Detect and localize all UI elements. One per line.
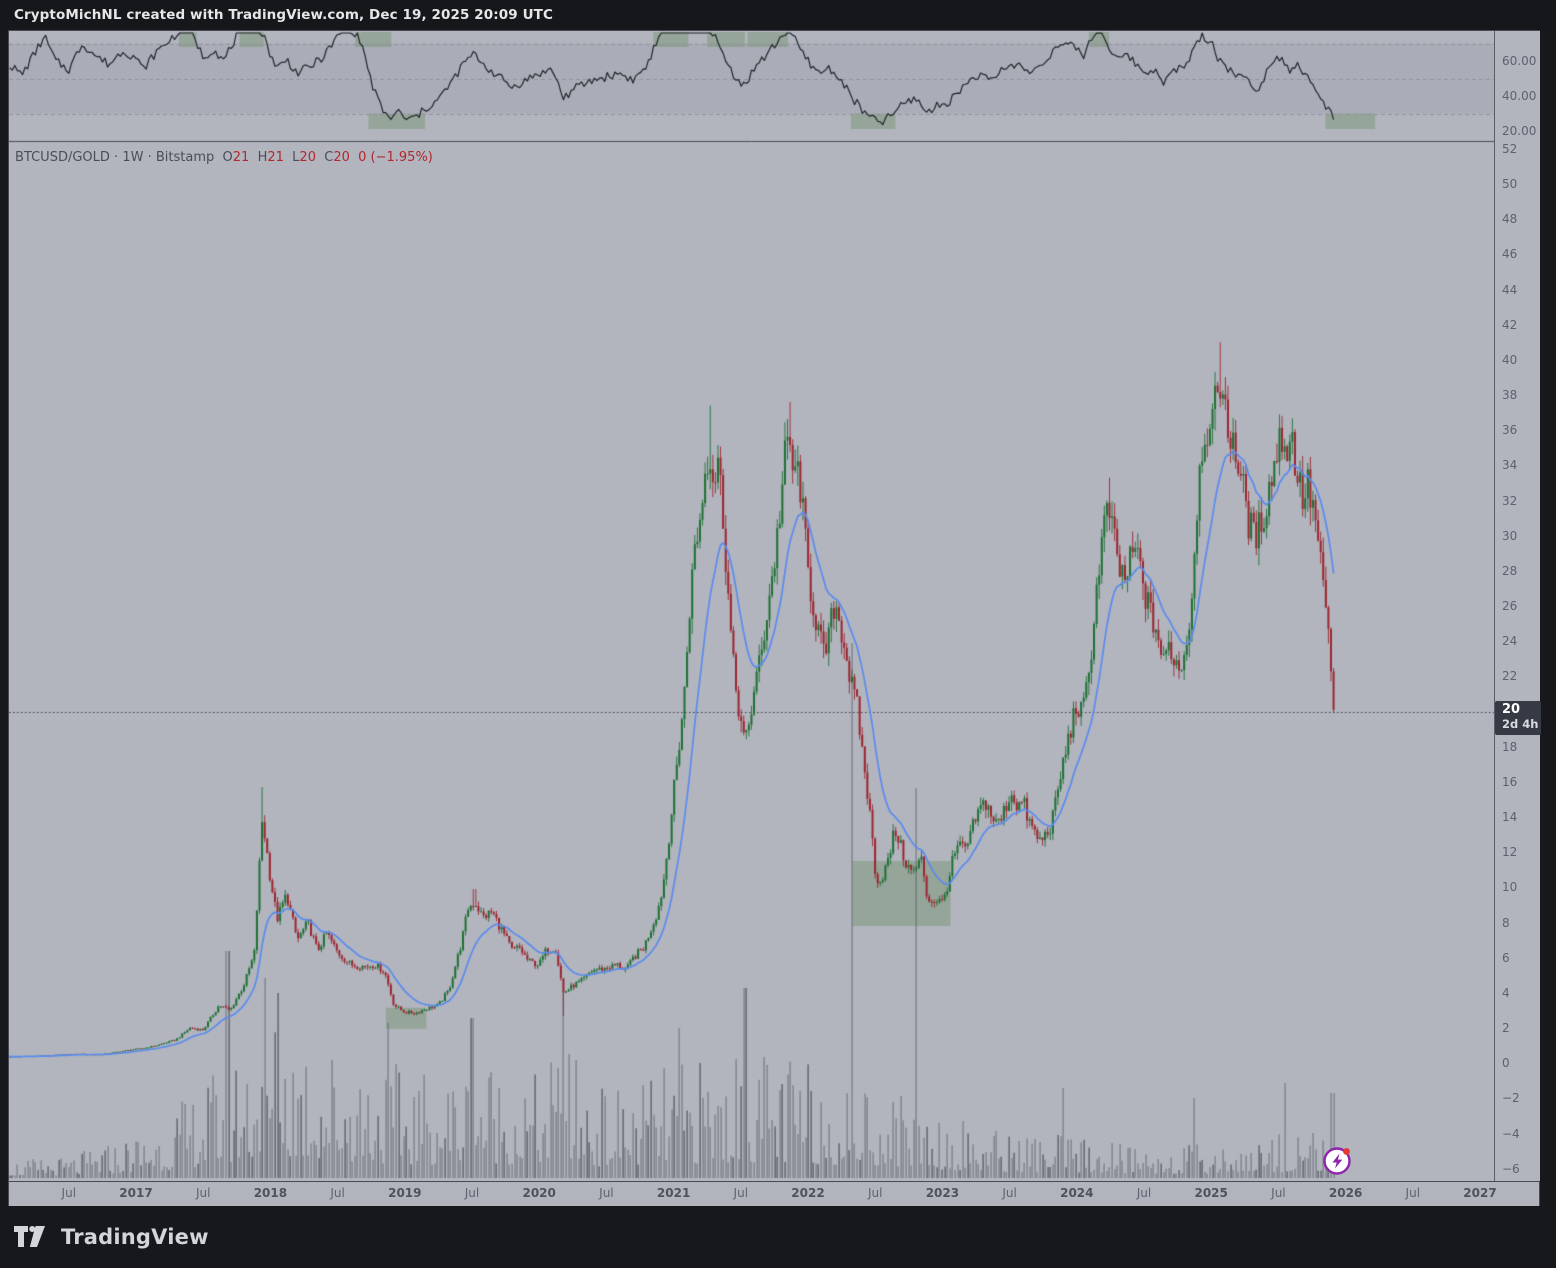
time-tick-year: 2020 [522,1186,556,1200]
ohlc-field-value: 20 [299,150,325,165]
ohlc-field-value: 21 [267,150,293,165]
price-tick-label: 28 [1502,563,1518,578]
price-tick-label: 44 [1502,282,1518,297]
price-tick-label: 42 [1502,317,1518,332]
rsi-tick-label: 60.00 [1502,54,1537,68]
time-tick-year: 2017 [119,1186,153,1200]
tradingview-logo[interactable]: TradingView [14,1225,209,1249]
price-tick-label: 16 [1502,774,1518,789]
last-price-value: 20 [1502,702,1521,717]
time-tick-month: Jul [61,1186,77,1200]
price-tick-label: 22 [1502,669,1518,684]
ohlc-field-value: 21 [232,150,258,165]
price-tick-label: 36 [1502,423,1518,438]
time-tick-year: 2025 [1194,1186,1228,1200]
time-tick-month: Jul [195,1186,211,1200]
time-tick-month: Jul [1136,1186,1152,1200]
price-tick-label: 14 [1502,810,1518,825]
price-tick-label: 24 [1502,634,1518,649]
price-tick-label: 2 [1502,1021,1510,1036]
ohlc-field-label: C [324,150,334,165]
price-tick-label: 4 [1502,985,1510,1000]
time-tick-month: Jul [1271,1186,1286,1200]
rsi-tick-label: 20.00 [1502,124,1537,138]
time-tick-year: 2021 [656,1186,691,1200]
symbol-name[interactable]: BTCUSD/GOLD · 1W · Bitstamp [15,150,215,165]
screenshot-title-bar: CryptoMichNL created with TradingView.co… [0,0,1556,30]
time-tick-month: Jul [1002,1186,1017,1200]
price-tick-label: 30 [1502,528,1518,543]
time-tick-month: Jul [464,1186,480,1200]
ohlc-field-label: L [292,150,300,165]
price-tick-label: 48 [1502,212,1518,227]
price-tick-label: −2 [1502,1091,1520,1106]
time-tick-year: 2019 [388,1186,422,1200]
price-tick-label: 10 [1502,880,1518,895]
time-tick-year: 2018 [253,1186,288,1200]
lightning-icon [1323,1147,1351,1175]
ohlc-field-label: O [222,150,233,165]
price-tick-label: −6 [1502,1161,1520,1176]
time-axis[interactable]: Jul 2017 Jul 2018 Jul 2019 Jul 2020 Jul 2021 Jul 20… [9,1181,1539,1206]
time-tick-year: 2023 [925,1186,960,1200]
price-tick-label: 26 [1502,599,1518,614]
price-tick-label: 50 [1502,177,1518,192]
symbol-legend: BTCUSD/GOLD · 1W · Bitstamp O21 H21 L20 … [15,150,433,165]
tradingview-logo-text: TradingView [61,1225,209,1249]
last-price-badge: 20 2d 4h [1495,701,1541,735]
price-tick-label: 0 [1502,1056,1510,1071]
price-tick-label: −4 [1502,1126,1520,1141]
notification-dot [1343,1148,1350,1155]
time-tick-month: Jul [733,1186,749,1200]
price-tick-label: 18 [1502,739,1518,754]
time-tick-year: 2024 [1060,1186,1094,1200]
time-tick-month: Jul [867,1186,883,1200]
ohlc-field-label: H [257,150,268,165]
screenshot-title: CryptoMichNL created with TradingView.co… [14,7,553,23]
time-tick-year: 2027 [1463,1186,1497,1200]
bar-countdown: 2d 4h [1502,716,1539,731]
price-tick-label: 38 [1502,388,1518,403]
chart-canvas[interactable] [9,31,1494,1181]
time-tick-month: Jul [599,1186,614,1200]
ohlc-field-value: 20 [333,150,359,165]
price-tick-label: 40 [1502,352,1518,367]
price-tick-label: 52 [1502,141,1518,156]
ohlc-values: O21 H21 L20 C20 0 (−1.95%) [223,150,433,165]
price-tick-label: 6 [1502,950,1510,965]
price-tick-label: 12 [1502,845,1518,860]
tradingview-logo-icon [14,1226,45,1247]
rsi-tick-label: 40.00 [1502,89,1537,103]
chart-frame: BTCUSD/GOLD · 1W · Bitstamp O21 H21 L20 … [8,30,1541,1206]
change-value: 0 (−1.95%) [358,150,433,165]
price-tick-label: 32 [1502,493,1518,508]
time-tick-year: 2026 [1328,1186,1363,1200]
price-axis[interactable]: 20 2d 4h 52 50 48 46 44 42 40 38 36 34 32 30 28 26 24 2… [1494,31,1541,1181]
time-tick-year: 2022 [791,1186,825,1200]
timeframe-label: 1W [122,150,144,165]
price-tick-label: 34 [1502,458,1518,473]
exchange-label: Bitstamp [155,150,215,165]
bottom-bar: TradingView [0,1206,1556,1268]
price-tick-label: 46 [1502,247,1518,262]
time-tick-month: Jul [1405,1186,1421,1200]
alert-badge[interactable] [1322,1145,1353,1176]
price-tick-label: 8 [1502,915,1510,930]
time-tick-month: Jul [330,1186,345,1200]
